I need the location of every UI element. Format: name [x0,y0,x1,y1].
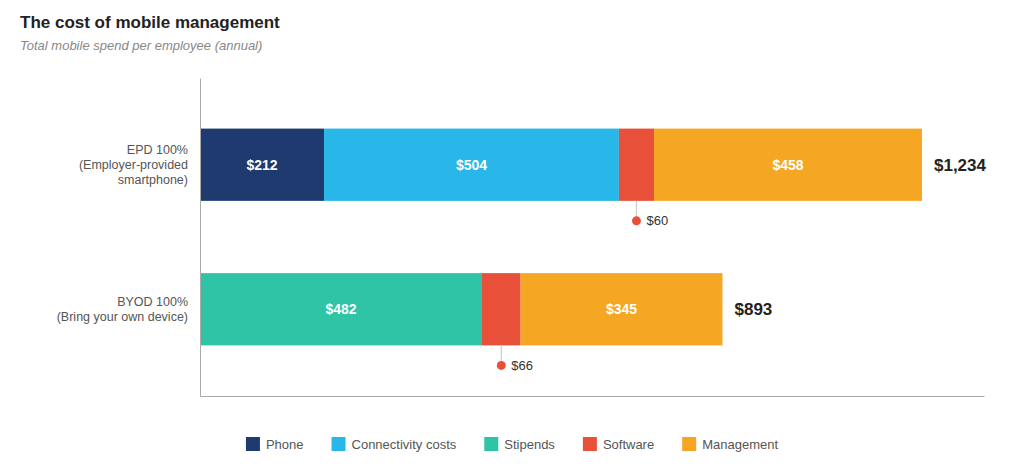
total-label: $1,234 [934,156,987,175]
legend: Phone Connectivity costs Stipends Software M… [246,437,779,452]
bar-segment [654,129,922,201]
y-axis-line [200,79,201,397]
bar-segment [619,129,654,201]
annotation-dot [632,216,641,225]
data-label: $345 [606,301,637,317]
legend-swatch [583,437,597,451]
data-label: $458 [772,157,803,173]
annotation-dot [497,361,506,370]
legend-item: Software [583,437,654,452]
bar-segment [200,273,482,345]
annotation-line [636,201,637,217]
legend-label: Connectivity costs [352,437,457,452]
total-label: $893 [734,300,772,319]
legend-item: Connectivity costs [332,437,457,452]
y-tick: EPD 100%(Employer-providedsmartphone) [79,143,200,187]
data-label: $212 [246,157,277,173]
legend-label: Stipends [504,437,555,452]
legend-item: Stipends [484,437,555,452]
data-label: $60 [646,213,668,228]
legend-swatch [246,437,260,451]
chart: The cost of mobile management Total mobil… [0,0,1024,476]
data-label: $504 [456,157,487,173]
bar-segment [324,129,619,201]
subtitle: Total mobile spend per employee (annual) [20,38,262,53]
bar-segment [482,273,521,345]
y-tick-label: BYOD 100%(Bring your own device) [57,295,188,324]
legend-item: Management [682,437,778,452]
y-tick-label: EPD 100%(Employer-providedsmartphone) [79,143,188,187]
legend-label: Management [702,437,778,452]
y-axis: EPD 100%(Employer-providedsmartphone) BYO… [57,79,201,397]
data-label: $482 [325,301,356,317]
legend-item: Phone [246,437,304,452]
legend-swatch [484,437,498,451]
title: The cost of mobile management [20,13,280,32]
x-axis-line [201,396,985,397]
legend-label: Phone [266,437,304,452]
legend-swatch [682,437,696,451]
bar-segment [521,273,723,345]
labels: $212 $504 $60 $458 $482 $66 $345 $1,234 $893 [246,156,986,373]
legend-swatch [332,437,346,451]
legend-label: Software [603,437,654,452]
annotation-line [501,345,502,361]
x-axis [201,396,985,397]
bar-segment [200,129,324,201]
bars [200,129,922,346]
y-tick: BYOD 100%(Bring your own device) [57,295,200,324]
data-label: $66 [511,358,533,373]
